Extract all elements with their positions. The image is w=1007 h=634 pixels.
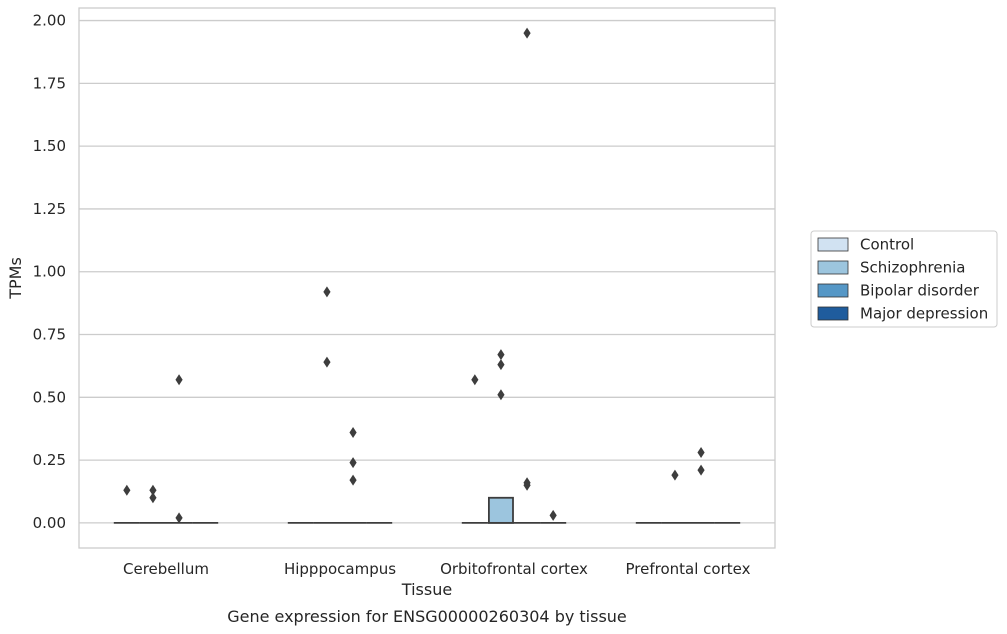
y-tick-label: 0.75 <box>33 326 66 344</box>
outlier-point <box>323 356 331 368</box>
x-axis-label: Tissue <box>401 580 452 599</box>
legend-swatch <box>817 260 849 275</box>
plot-background <box>79 8 775 548</box>
y-tick-label: 1.75 <box>33 74 66 92</box>
outlier-point <box>349 474 357 486</box>
plot-frame <box>78 7 776 549</box>
y-tick-label: 1.50 <box>33 137 66 155</box>
outlier-point <box>497 359 505 371</box>
outlier-point <box>349 457 357 469</box>
outlier-point <box>175 374 183 386</box>
box <box>487 496 514 524</box>
outlier-point <box>697 447 705 459</box>
x-tick-label: Hipppocampus <box>284 560 396 578</box>
outlier-point <box>497 389 505 401</box>
gridlines <box>79 19 775 524</box>
legend-swatch <box>817 237 849 252</box>
outlier-point <box>149 484 157 496</box>
outlier-point <box>471 374 479 386</box>
y-tick-label: 1.00 <box>33 263 66 281</box>
legend-swatch <box>817 306 849 321</box>
x-tick-label: Cerebellum <box>123 560 209 578</box>
boxes <box>113 27 741 524</box>
y-tick-labels: 0.00 0.25 0.50 0.75 1.00 1.25 1.50 1.75 2.00 <box>33 12 66 532</box>
outlier-point <box>497 349 505 361</box>
outlier-point <box>123 484 131 496</box>
outlier-point <box>549 509 557 521</box>
legend-label: Schizophrenia <box>860 259 965 277</box>
x-tick-label: Prefrontal cortex <box>626 560 751 578</box>
legend-frame <box>810 230 998 328</box>
x-tick-label: Orbitofrontal cortex <box>440 560 588 578</box>
y-tick-label: 1.25 <box>33 200 66 218</box>
y-tick-label: 0.50 <box>33 388 66 406</box>
legend-label: Bipolar disorder <box>860 282 980 300</box>
outlier-point <box>149 492 157 504</box>
outlier-point <box>175 512 183 524</box>
outlier-point <box>671 469 679 481</box>
y-tick-label: 0.00 <box>33 514 66 532</box>
chart-caption: Gene expression for ENSG00000260304 by t… <box>227 607 627 626</box>
legend-label: Major depression <box>860 305 988 323</box>
x-tick-labels: Cerebellum Hipppocampus Orbitofrontal cort… <box>123 560 751 578</box>
y-axis-label: TPMs <box>6 257 25 300</box>
legend-label: Control <box>860 236 914 254</box>
outlier-point <box>349 426 357 438</box>
y-tick-label: 0.25 <box>33 451 66 469</box>
outlier-point <box>697 464 705 476</box>
y-tick-label: 2.00 <box>33 12 66 30</box>
outlier-point <box>523 479 531 491</box>
outlier-point <box>523 27 531 39</box>
legend-swatch <box>817 283 849 298</box>
legend: Control Schizophrenia Bipolar disorder Majo… <box>810 230 998 328</box>
outlier-point <box>323 286 331 298</box>
